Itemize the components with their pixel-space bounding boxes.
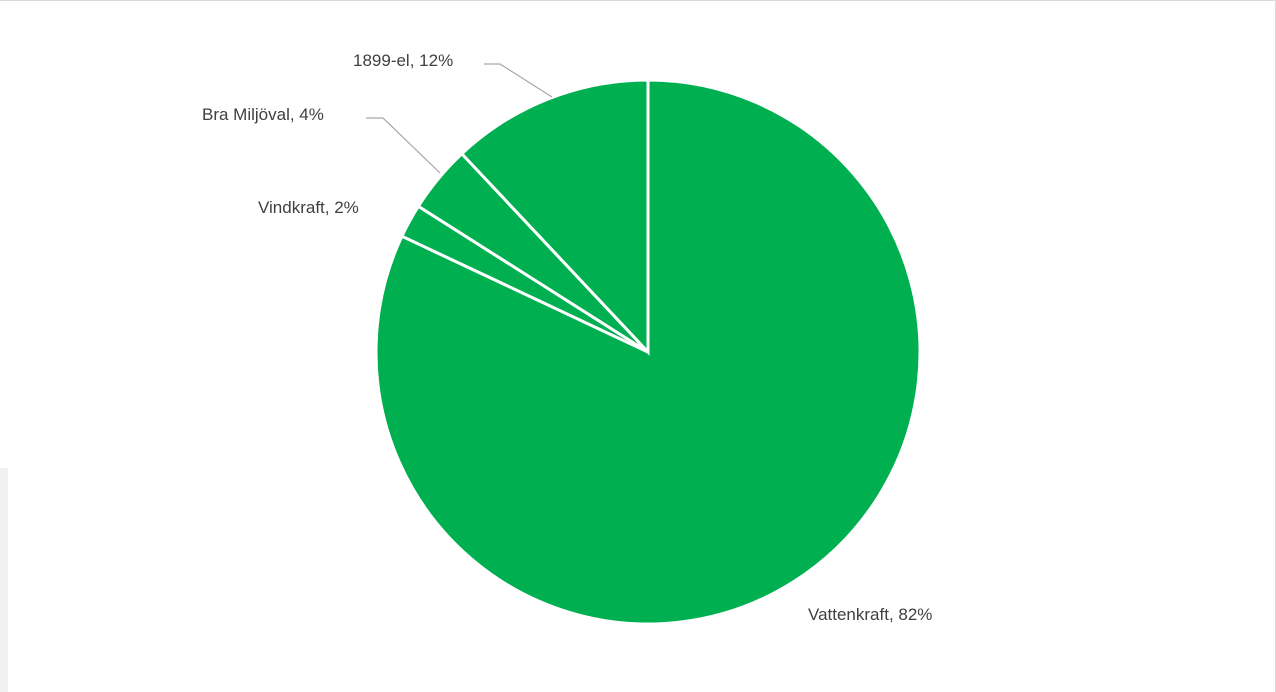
pie-slice-1899-el — [459, 78, 650, 356]
leader-line-1899-el — [484, 63, 553, 98]
data-labels: Vattenkraft, 82% Vindkraft, 2% Bra Miljö… — [202, 51, 932, 624]
leader-line-bra-miljoval — [366, 117, 441, 174]
pie-slices — [374, 78, 922, 626]
side-panel-edge — [0, 468, 8, 692]
data-label-bra-miljoval: Bra Miljöval, 4% — [202, 105, 324, 124]
data-label-vattenkraft: Vattenkraft, 82% — [808, 605, 932, 624]
leader-lines — [366, 63, 553, 174]
data-label-vindkraft: Vindkraft, 2% — [258, 198, 359, 217]
data-label-1899-el: 1899-el, 12% — [353, 51, 453, 70]
